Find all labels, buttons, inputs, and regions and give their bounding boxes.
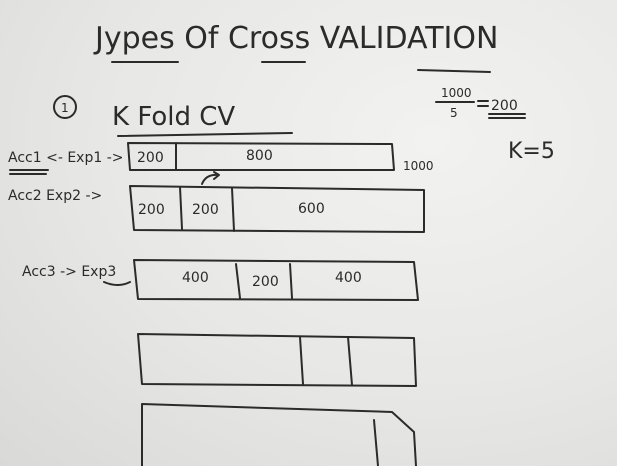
experiment-1-segment-1: 200 [137, 150, 164, 166]
experiment-3-arrow [103, 281, 131, 286]
section-number-circle [53, 95, 77, 119]
k-value: K=5 [508, 139, 555, 164]
experiment-2-segment-1: 200 [138, 202, 165, 218]
experiment-3-divider-1 [235, 263, 241, 299]
experiment-3-segment-2: 200 [252, 274, 279, 290]
acc1-underline [9, 169, 49, 175]
section-number: 1 [61, 101, 69, 115]
experiment-3-divider-2 [289, 263, 293, 299]
experiment-3-label: Acc3 -> Exp3 [22, 264, 116, 280]
experiment-3-box [133, 259, 419, 301]
experiment-3-segment-1: 400 [182, 270, 209, 286]
experiment-2-label: Acc2 Exp2 -> [8, 188, 102, 204]
experiment-1-segment-2: 800 [246, 148, 273, 164]
experiment-4-divider-1 [299, 336, 304, 385]
section-heading: K Fold CV [112, 102, 235, 132]
total-label: 1000 [403, 159, 434, 173]
experiment-4-box [137, 333, 417, 387]
shift-arrow [201, 171, 220, 185]
experiment-2-segment-2: 200 [192, 202, 219, 218]
experiment-2-box [129, 185, 425, 233]
experiment-3-segment-3: 400 [335, 270, 362, 286]
experiment-2-divider-1 [179, 186, 183, 230]
experiment-5-divider [373, 419, 379, 466]
experiment-1-label: Acc1 <- Exp1 -> [8, 150, 123, 166]
heading-underline [117, 132, 293, 137]
calc-result: 200 [491, 98, 518, 114]
experiment-1-box [127, 142, 395, 171]
title-underline-3 [417, 69, 491, 73]
result-underline [488, 113, 526, 119]
experiment-2-segment-3: 600 [298, 201, 325, 217]
calc-numerator: 1000 [441, 86, 472, 100]
experiment-4-divider-2 [347, 336, 353, 386]
page-title: Jypes Of Cross VALIDATION [93, 21, 498, 56]
equals-sign [477, 100, 489, 107]
experiment-2-divider-2 [231, 187, 235, 232]
experiment-5-box [141, 403, 417, 466]
calc-denominator: 5 [450, 106, 458, 120]
